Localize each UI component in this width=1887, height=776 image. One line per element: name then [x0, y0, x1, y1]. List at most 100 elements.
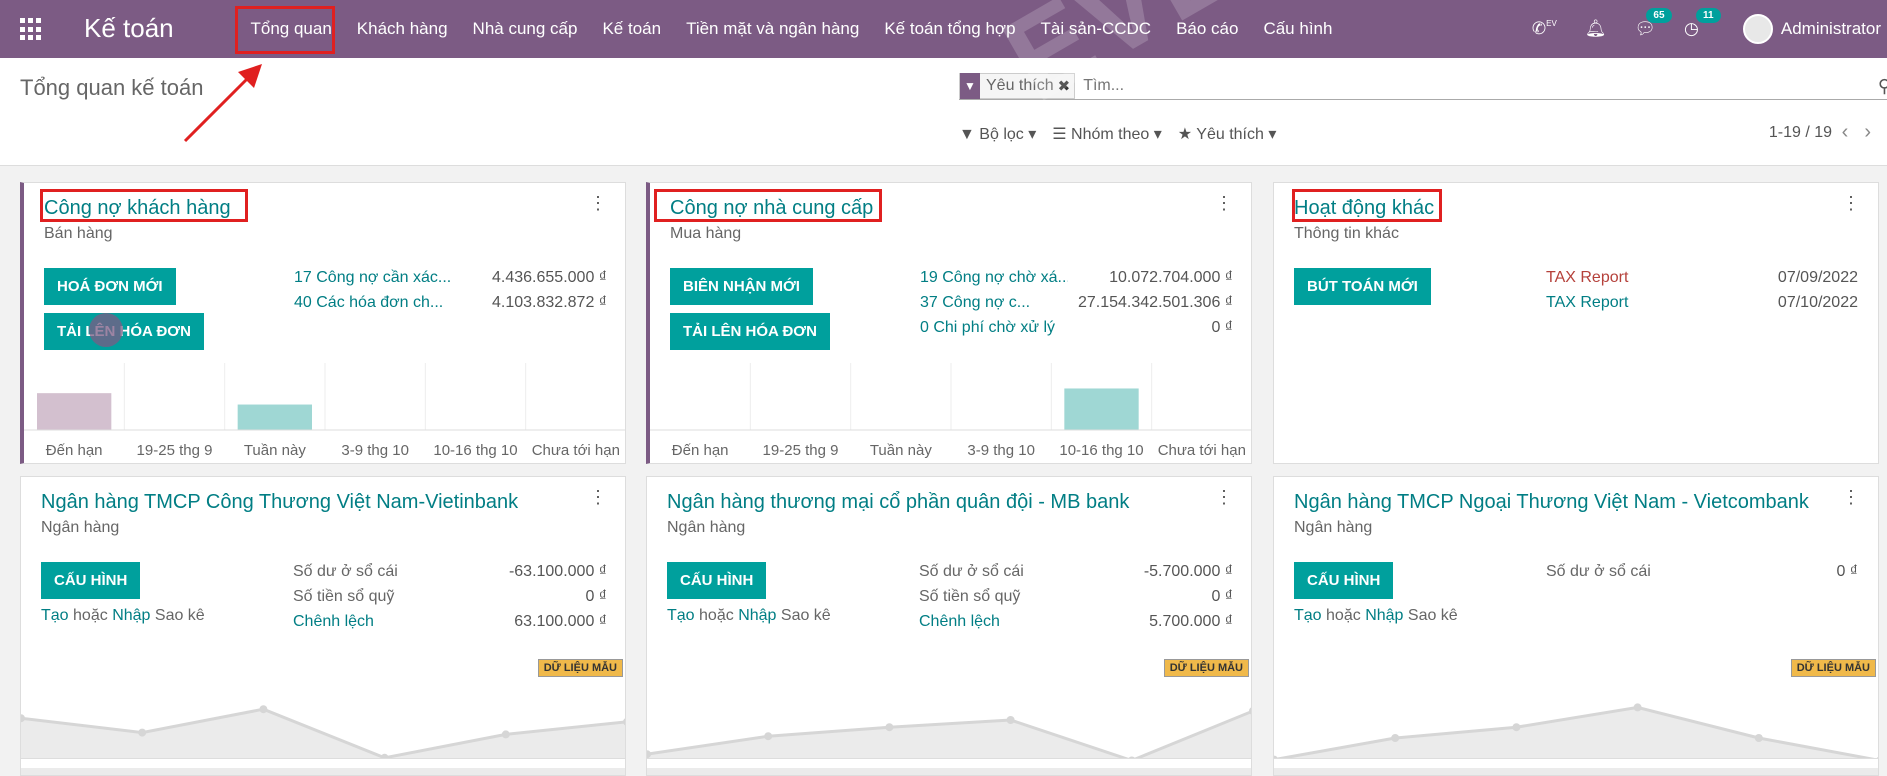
search-input[interactable] [1083, 76, 1484, 95]
user-menu[interactable]: Administrator [1780, 19, 1881, 38]
import-link[interactable]: Nhập [112, 607, 151, 624]
search-icon[interactable]: ⚲ [1877, 76, 1887, 96]
facet-label: Yêu thích [986, 76, 1054, 94]
chart-axis-label: 19-25 thg 9 [763, 442, 839, 459]
chart-bar[interactable] [1064, 388, 1139, 430]
create-link[interactable]: Tạo [667, 607, 695, 624]
new-receipt-button[interactable]: BIÊN NHẬN MỚI [670, 268, 813, 305]
stat-value: 27.154.342.501.306 ₫ [1077, 294, 1233, 311]
chart-bar[interactable] [37, 393, 112, 430]
kebab-menu-icon[interactable]: ⋮ [1842, 487, 1860, 507]
card-title[interactable]: Hoạt động khác [1294, 197, 1435, 219]
chart-point[interactable] [1249, 707, 1252, 715]
chart-point[interactable] [1391, 734, 1400, 742]
kebab-menu-icon[interactable]: ⋮ [1215, 487, 1233, 507]
menu-item-cash-bank[interactable]: Tiền mặt và ngân hàng [686, 19, 860, 38]
card-title[interactable]: Ngân hàng TMCP Ngoại Thương Việt Nam - V… [1294, 491, 1809, 513]
chart-bar[interactable] [237, 404, 312, 430]
filters-dropdown[interactable]: ▼ Bộ lọc ▾ [959, 126, 1037, 143]
new-entry-button[interactable]: BÚT TOÁN MỚI [1294, 268, 1431, 305]
page-title: Tổng quan kế toán [20, 75, 204, 100]
card-title[interactable]: Ngân hàng thương mại cổ phần quân đội - … [667, 491, 1130, 513]
pager-value[interactable]: 1-19 / 19 [1768, 124, 1832, 141]
stat-label[interactable]: TAX Report [1546, 269, 1629, 286]
create-link[interactable]: Tạo [1294, 607, 1322, 624]
kebab-menu-icon[interactable]: ⋮ [1842, 193, 1860, 213]
menu-item-accounting[interactable]: Kế toán [602, 19, 662, 38]
upload-invoice-button[interactable]: TẢI LÊN HÓA ĐƠN [670, 313, 830, 350]
upload-invoice-button[interactable]: TẢI LÊN HÓA ĐƠN [44, 313, 204, 350]
card-subtitle: Ngân hàng [667, 519, 746, 536]
stat-label[interactable]: 17 Công nợ cần xác... [294, 269, 452, 286]
stat-label[interactable]: 37 Công nợ c... [920, 294, 1031, 311]
chart-axis-label: Tuần này [244, 442, 306, 459]
menu-item-customers[interactable]: Khách hàng [356, 19, 448, 38]
card-subtitle: Mua hàng [670, 225, 742, 242]
stat-label[interactable]: TAX Report [1546, 294, 1629, 311]
lang-label: EV [1546, 19, 1557, 28]
chart-point[interactable] [647, 750, 651, 759]
phone-icon[interactable]: ✆EV [1531, 19, 1557, 38]
kebab-menu-icon[interactable]: ⋮ [589, 193, 607, 213]
chat-icon[interactable]: 💬︎ 65 [1634, 8, 1672, 39]
configure-button[interactable]: CẤU HÌNH [667, 562, 767, 599]
menu-item-vendors[interactable]: Nhà cung cấp [472, 19, 578, 38]
statement-text: Sao kê [154, 607, 205, 624]
menu-item-config[interactable]: Cấu hình [1263, 19, 1333, 38]
stat-label[interactable]: 40 Các hóa đơn ch... [294, 294, 444, 311]
chart-point[interactable] [623, 718, 626, 726]
new-invoice-button[interactable]: HOÁ ĐƠN MỚI [44, 268, 176, 305]
app-title[interactable]: Kế toán [84, 13, 174, 43]
card-title[interactable]: Công nợ khách hàng [44, 197, 231, 219]
journal-card-partial [1273, 758, 1879, 768]
chart-point[interactable] [21, 714, 25, 723]
stat-label: Số tiền sổ quỹ [919, 588, 1021, 605]
or-text: hoặc [699, 607, 734, 624]
favorites-dropdown[interactable]: ★ Yêu thích ▾ [1177, 126, 1277, 143]
configure-button[interactable]: CẤU HÌNH [1294, 562, 1394, 599]
card-subtitle: Thông tin khác [1294, 225, 1399, 242]
stat-label[interactable]: 0 Chi phí chờ xử lý [920, 319, 1056, 336]
apps-grid-icon[interactable] [20, 18, 43, 41]
stat-label[interactable]: Chênh lệch [919, 613, 1000, 630]
journal-card-misc: Hoạt động khác Thông tin khác ⋮ BÚT TOÁN… [1273, 182, 1879, 464]
kebab-menu-icon[interactable]: ⋮ [589, 487, 607, 507]
stat-label: Số tiền sổ quỹ [293, 588, 395, 605]
statement-text: Sao kê [780, 607, 831, 624]
chart-point[interactable] [138, 728, 147, 737]
chart-point[interactable] [259, 705, 268, 714]
kebab-menu-icon[interactable]: ⋮ [1215, 193, 1233, 213]
groupby-dropdown[interactable]: ☰ Nhóm theo ▾ [1052, 126, 1162, 143]
sample-data-badge: DỮ LIỆU MẪU [1163, 659, 1249, 677]
chevron-left-icon[interactable]: ‹ [1841, 121, 1865, 143]
chart-point[interactable] [1006, 716, 1015, 724]
card-title[interactable]: Ngân hàng TMCP Công Thương Việt Nam-Viet… [41, 491, 519, 513]
aging-bar-chart[interactable]: Đến hạn 19-25 thg 9 Tuần này 3-9 thg 10 10-1… [24, 358, 626, 463]
chart-point[interactable] [1754, 734, 1763, 742]
chart-point[interactable] [885, 723, 894, 732]
card-title[interactable]: Công nợ nhà cung cấp [670, 197, 874, 219]
aging-bar-chart[interactable]: Đến hạn 19-25 thg 9 Tuần này 3-9 thg 10 10-1… [650, 358, 1252, 463]
chart-point[interactable] [1633, 703, 1642, 712]
chart-axis-label: Tuần này [870, 442, 932, 459]
stat-label[interactable]: Chênh lệch [293, 613, 374, 630]
menu-item-general-ledger[interactable]: Kế toán tổng hợp [884, 19, 1016, 38]
import-link[interactable]: Nhập [738, 607, 777, 624]
import-link[interactable]: Nhập [1365, 607, 1404, 624]
close-icon[interactable]: ✖ [1057, 77, 1071, 95]
create-link[interactable]: Tạo [41, 607, 69, 624]
menu-item-overview[interactable]: Tổng quan [250, 19, 332, 38]
chart-point[interactable] [764, 732, 773, 741]
configure-button[interactable]: CẤU HÌNH [41, 562, 141, 599]
bell-icon[interactable]: 🔔︎ [1584, 19, 1607, 38]
menu-item-reports[interactable]: Báo cáo [1176, 19, 1239, 38]
chevron-right-icon[interactable]: › [1864, 121, 1887, 143]
clock-icon[interactable]: ◷ 11 [1684, 8, 1721, 39]
avatar[interactable] [1742, 14, 1773, 44]
chart-point[interactable] [501, 730, 510, 739]
chart-point[interactable] [1512, 723, 1521, 732]
menu-item-assets[interactable]: Tài sản-CCDC [1040, 19, 1152, 38]
stat-label[interactable]: 19 Công nợ chờ xá... [920, 269, 1068, 286]
highlight-box [654, 189, 882, 222]
journal-card-partial [20, 758, 626, 768]
